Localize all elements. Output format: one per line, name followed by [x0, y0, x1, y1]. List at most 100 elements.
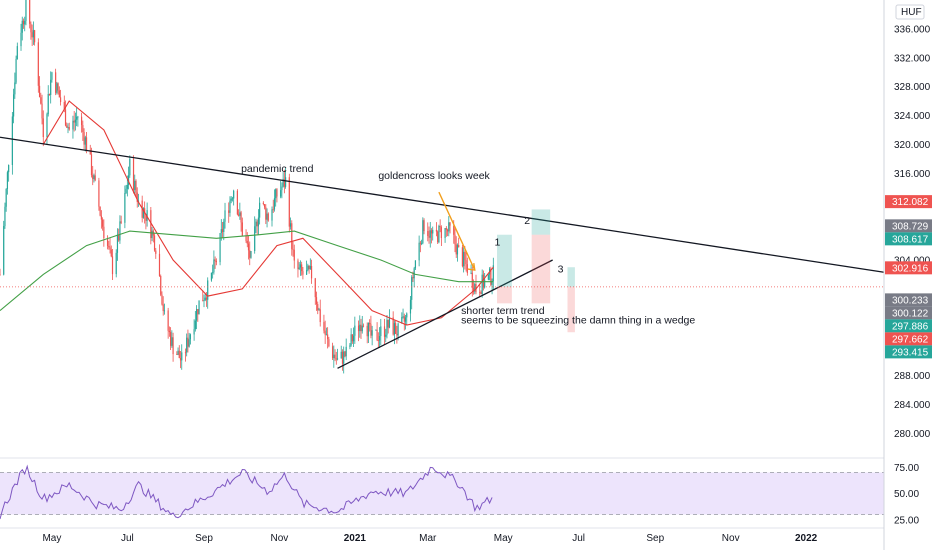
y-tick-label: 320.000 [894, 140, 931, 151]
forecast-box-lower [531, 234, 551, 304]
price-tag-label: 297.662 [892, 334, 929, 345]
candle [464, 251, 466, 261]
candle [90, 154, 93, 176]
candle [42, 118, 44, 138]
candle [155, 250, 157, 254]
candle [421, 243, 423, 245]
price-tag [885, 293, 932, 307]
candle [110, 249, 112, 257]
candle [369, 322, 371, 325]
candle [479, 292, 481, 294]
candle [360, 324, 362, 332]
candle [83, 132, 85, 145]
candle [30, 23, 32, 33]
candle [440, 227, 442, 239]
candle [249, 250, 251, 258]
candle [301, 264, 303, 272]
y-tick-label: 332.000 [894, 53, 931, 64]
candle [328, 339, 330, 347]
candle [239, 212, 241, 216]
candle [179, 358, 182, 361]
short-term-trendline[interactable] [337, 259, 553, 369]
candle [466, 264, 468, 274]
candle [491, 281, 493, 285]
y-tick-label: 288.000 [894, 371, 931, 382]
annotation-label: goldencross looks week [378, 170, 490, 182]
candle [250, 251, 252, 258]
candle [203, 300, 205, 302]
price-tag [885, 306, 932, 320]
x-tick-label: 2021 [344, 533, 367, 544]
price-tag-label: 300.122 [892, 308, 929, 319]
price-tag [885, 280, 932, 294]
candle [385, 334, 387, 337]
candle [362, 325, 365, 327]
x-tick-label: 2022 [795, 533, 818, 544]
candle [29, 0, 31, 24]
price-tag-label: 297.886 [892, 321, 929, 332]
candle [406, 313, 408, 318]
candle [293, 249, 295, 261]
candle [314, 278, 316, 298]
candle [0, 274, 1, 276]
candle [454, 234, 456, 245]
candle [359, 324, 361, 332]
candle [427, 231, 429, 236]
candle [181, 352, 183, 361]
candle [376, 329, 378, 341]
candle [438, 226, 440, 243]
rsi-line [0, 464, 493, 520]
candle [186, 337, 188, 353]
annotation-label: 3 [558, 263, 564, 275]
candle [456, 245, 459, 255]
price-tag-label: 302.916 [892, 263, 929, 274]
candle [422, 220, 424, 244]
candle [59, 97, 62, 103]
candle [285, 177, 287, 187]
candle [354, 325, 356, 336]
candle [77, 116, 79, 118]
candle [115, 252, 117, 275]
candle [343, 351, 345, 364]
rsi-pane [0, 464, 884, 520]
candle [21, 20, 23, 33]
price-tag [885, 195, 932, 209]
candle [74, 119, 77, 123]
candle [215, 260, 217, 263]
price-pane[interactable]: pandemic trend goldencross looks week 1 2 3 s… [0, 0, 885, 550]
candle [205, 297, 208, 300]
candle [465, 260, 467, 265]
currency-box [895, 4, 925, 20]
candle [198, 300, 200, 315]
candle [380, 326, 382, 337]
candle [158, 253, 161, 276]
candle [388, 317, 391, 328]
candle [8, 164, 10, 173]
candle [238, 214, 240, 216]
candle [245, 235, 247, 241]
candle [367, 322, 370, 337]
y-tick-label: 328.000 [894, 82, 931, 93]
candle [6, 172, 9, 189]
candle [204, 297, 206, 301]
candle [219, 232, 221, 263]
candle [437, 231, 439, 243]
candle [336, 358, 339, 360]
pandemic-trendline[interactable] [0, 136, 885, 273]
x-tick-label: Nov [722, 533, 740, 544]
y-tick-label: 304.000 [894, 256, 931, 267]
candle [125, 188, 127, 194]
candle [127, 175, 130, 185]
candle [350, 334, 352, 346]
candle [102, 219, 104, 227]
candle [73, 120, 75, 123]
candle [5, 188, 7, 207]
candle [344, 351, 346, 357]
candle [81, 116, 83, 126]
candle [20, 32, 22, 47]
candle [492, 265, 494, 282]
candle [160, 275, 162, 295]
candle [213, 259, 215, 273]
candle [3, 225, 5, 275]
